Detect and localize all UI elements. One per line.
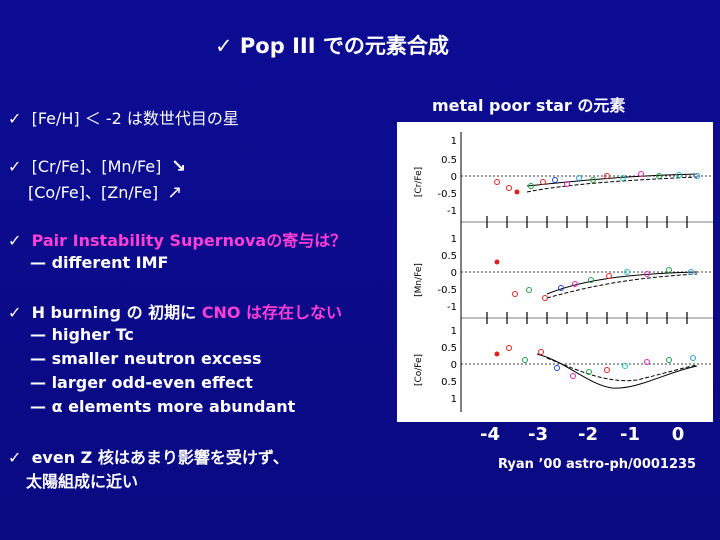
y-tick-label: 0 <box>451 268 457 279</box>
y-tick-label: 0.5 <box>441 251 457 262</box>
y-tick-label: 1 <box>451 326 457 337</box>
y-tick-label: -0.5 <box>437 189 457 200</box>
bullet-even-z: ✓ even Z 核はあまり影響を受けず、 <box>8 444 289 468</box>
y-tick-label: 0.5 <box>441 155 457 166</box>
y-tick-label: -0.5 <box>437 285 457 296</box>
bullet-pair-instability: ✓ Pair Instability Supernovaの寄与は？ <box>8 227 346 251</box>
arrow-up-right-icon: ↗ <box>167 182 183 203</box>
y-tick-label: -1 <box>447 302 457 313</box>
sub-odd-even: — larger odd-even effect <box>30 373 253 392</box>
x-tick-label: -3 <box>528 424 548 445</box>
y-tick-label: 0.5 <box>441 343 457 354</box>
panel-label-co: [Co/Fe] <box>414 354 424 386</box>
model-curve <box>536 353 698 389</box>
figure-caption: metal poor star の元素 <box>432 96 626 115</box>
y-tick-label: 1 <box>451 234 457 245</box>
star-data-points <box>494 171 700 379</box>
abundance-plot: [Cr/Fe] [Mn/Fe] [Co/Fe] 1 0.5 0 -0.5 -1 … <box>397 122 713 422</box>
bullet-co-zn: [Co/Fe]、[Zn/Fe] ↗ <box>28 179 182 203</box>
slide-title: ✓ Pop III での元素合成 <box>215 34 449 58</box>
y-tick-label: 1 <box>451 394 457 405</box>
model-curve <box>546 273 698 299</box>
abundance-plot-svg: [Cr/Fe] [Mn/Fe] [Co/Fe] 1 0.5 0 -0.5 -1 … <box>414 132 713 412</box>
y-tick-label: -1 <box>447 206 457 217</box>
check-icon: ✓ <box>8 231 22 250</box>
sub-alpha-elements: — α elements more abundant <box>30 397 296 416</box>
bullet-metallicity: ✓ [Fe/H] ＜ -2 は数世代目の星 <box>8 105 239 129</box>
x-axis-ticks: -4 -3 -2 -1 0 <box>470 424 710 448</box>
sub-higher-tc: — higher Tc <box>30 325 134 344</box>
x-tick-label: -1 <box>620 424 640 445</box>
figure-credit: Ryan ’00 astro-ph/0001235 <box>498 457 697 472</box>
panel-label-cr: [Cr/Fe] <box>414 167 424 197</box>
x-tick-label: 0 <box>671 424 685 445</box>
check-icon: ✓ <box>8 157 22 176</box>
check-icon: ✓ <box>8 448 22 467</box>
y-tick-label: 1 <box>451 136 457 147</box>
bullet-solar-composition: 太陽組成に近い <box>26 472 139 491</box>
bullet-imf-sub: — different IMF <box>30 253 169 272</box>
y-tick-label: 0 <box>451 360 457 371</box>
x-tick-label: -4 <box>480 424 500 445</box>
check-icon: ✓ <box>8 109 22 128</box>
x-tick-label: -2 <box>578 424 598 445</box>
bullet-cr-mn-text: [Cr/Fe]、[Mn/Fe] <box>31 157 162 176</box>
bullet-h-burning: ✓ H burning の 初期に CNO は存在しない <box>8 299 342 323</box>
bullet-h-burning-text: H burning の 初期に <box>31 303 197 322</box>
bullet-cno-text: CNO は存在しない <box>201 303 343 322</box>
bullet-co-zn-text: [Co/Fe]、[Zn/Fe] <box>28 183 159 202</box>
model-curve <box>526 176 698 193</box>
bullet-metallicity-text: [Fe/H] ＜ -2 は数世代目の星 <box>31 109 239 128</box>
x-tick-marks <box>486 216 688 324</box>
check-icon: ✓ <box>8 303 22 322</box>
y-tick-label: 0.5 <box>441 377 457 388</box>
sub-neutron-excess: — smaller neutron excess <box>30 349 262 368</box>
panel-label-mn: [Mn/Fe] <box>414 263 424 297</box>
arrow-down-right-icon: ↘ <box>170 156 187 177</box>
bullet-pair-instability-text: Pair Instability Supernovaの寄与は？ <box>31 231 347 250</box>
model-curve <box>546 271 698 295</box>
y-tick-label: 0 <box>451 172 457 183</box>
model-curve <box>546 357 698 382</box>
bullet-iron-peak: ✓ [Cr/Fe]、[Mn/Fe] ↘ <box>8 153 186 177</box>
bullet-even-z-text: even Z 核はあまり影響を受けず、 <box>31 448 289 467</box>
